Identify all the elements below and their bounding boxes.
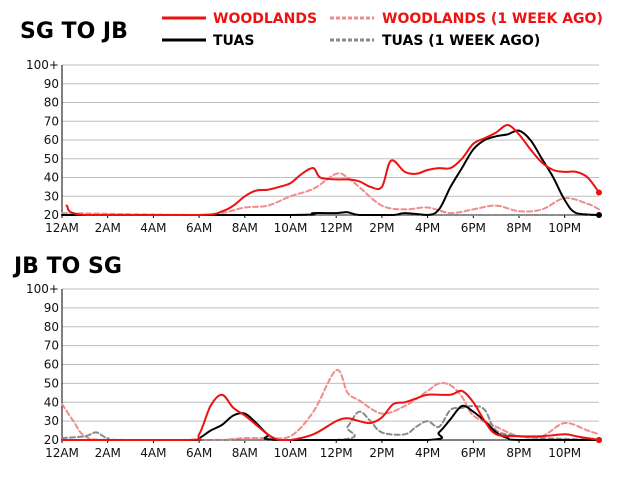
- x-tick-label: 6PM: [461, 446, 486, 460]
- x-tick-label: 12PM: [320, 446, 353, 460]
- x-tick-label: 10PM: [548, 221, 581, 235]
- series-line-tuas-1-week-ago: [61, 404, 600, 442]
- series-line-tuas: [61, 129, 600, 216]
- x-tick-label: 2AM: [95, 221, 121, 235]
- y-tick-label: 40: [44, 171, 59, 185]
- y-tick-label: 90: [44, 77, 59, 91]
- legend-label-0: WOODLANDS: [213, 11, 317, 27]
- y-tick-label: 70: [44, 114, 59, 128]
- x-tick-label: 8AM: [232, 446, 258, 460]
- x-tick-label: 8AM: [232, 221, 258, 235]
- x-tick-label: 8PM: [506, 221, 531, 235]
- x-tick-label: 10PM: [548, 446, 581, 460]
- series-line-woodlands: [65, 124, 600, 216]
- y-tick-label: 30: [44, 414, 59, 428]
- series-line-woodlands-1-week-ago: [61, 369, 600, 442]
- y-tick-label: 60: [44, 133, 59, 147]
- y-tick-label: 60: [44, 358, 59, 372]
- x-tick-label: 4AM: [140, 221, 166, 235]
- x-tick-label: 6AM: [186, 221, 212, 235]
- panel-1: JB TO SG 20 30 40 50 60 70 80 90 100+ 12AM 2AM 4AM 6A…: [12, 254, 602, 460]
- x-tick-label: 6AM: [186, 446, 212, 460]
- x-tick-label: 10AM: [274, 221, 308, 235]
- y-tick-label: 70: [44, 339, 59, 353]
- y-tick-label: 20: [44, 433, 59, 447]
- y-tick-label: 30: [44, 189, 59, 203]
- y-tick-label: 20: [44, 208, 59, 222]
- x-tick-label: 4PM: [415, 221, 440, 235]
- panel-0: SG TO JB 20 30 40 50 60 70 80 90 100+ 12AM 2AM 4AM 6A…: [20, 19, 602, 235]
- panel-title: SG TO JB: [20, 19, 128, 44]
- panel-title: JB TO SG: [12, 254, 122, 279]
- y-tick-label: 100+: [26, 282, 59, 296]
- series-end-marker-woodlands: [596, 189, 602, 196]
- x-tick-label: 4AM: [140, 446, 166, 460]
- legend-label-2: TUAS: [213, 33, 254, 49]
- series-line-woodlands: [61, 389, 600, 442]
- legend-label-3: TUAS (1 WEEK AGO): [382, 33, 540, 49]
- x-tick-label: 8PM: [506, 446, 531, 460]
- y-tick-label: 50: [44, 376, 59, 390]
- y-tick-label: 80: [44, 320, 59, 334]
- x-tick-label: 4PM: [415, 446, 440, 460]
- y-tick-label: 50: [44, 152, 59, 166]
- y-tick-label: 80: [44, 96, 59, 110]
- x-tick-label: 12AM: [45, 446, 79, 460]
- x-tick-label: 6PM: [461, 221, 486, 235]
- series-line-woodlands-1-week-ago: [61, 172, 600, 216]
- y-tick-label: 40: [44, 395, 59, 409]
- x-tick-label: 2PM: [369, 221, 394, 235]
- legend: WOODLANDS WOODLANDS (1 WEEK AGO) TUAS TUAS …: [162, 11, 603, 49]
- series-end-marker-woodlands: [596, 437, 602, 443]
- x-tick-label: 12PM: [320, 221, 353, 235]
- x-tick-label: 10AM: [274, 446, 308, 460]
- y-tick-label: 100+: [26, 58, 59, 72]
- legend-label-1: WOODLANDS (1 WEEK AGO): [382, 11, 603, 27]
- x-tick-label: 2PM: [369, 446, 394, 460]
- series-line-tuas: [61, 404, 600, 442]
- y-tick-label: 90: [44, 301, 59, 315]
- series-end-marker-tuas: [596, 212, 602, 218]
- x-tick-label: 12AM: [45, 221, 79, 235]
- x-tick-label: 2AM: [95, 446, 121, 460]
